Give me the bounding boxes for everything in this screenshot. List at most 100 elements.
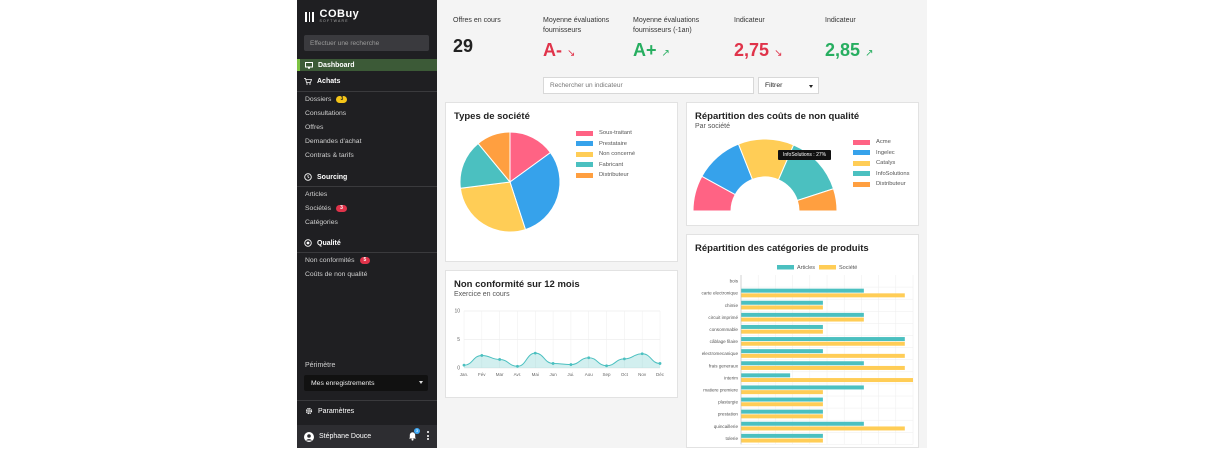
compass-icon [304, 173, 312, 181]
doughnut-segment-distributeur[interactable] [796, 188, 838, 212]
data-point-jan[interactable] [462, 363, 466, 367]
legend-item-articles[interactable]: Articles [777, 265, 815, 271]
indicator-search-input[interactable] [543, 77, 754, 94]
pie-slice-fabricant[interactable] [459, 142, 511, 189]
bar-societe-plasturgie[interactable] [741, 402, 823, 407]
bar-articles-consommable[interactable] [741, 324, 823, 329]
divider [297, 252, 437, 253]
pie-slice-distributeur[interactable] [477, 131, 511, 184]
data-point-sep[interactable] [605, 364, 608, 368]
sidebar-section-sourcing[interactable]: Sourcing [304, 173, 347, 181]
more-icon[interactable] [427, 431, 429, 440]
kpi-indicateur-1: Indicateur 2,75 ↘ [734, 16, 814, 60]
user-name[interactable]: Stéphane Douce [319, 433, 372, 440]
data-point-jui[interactable] [569, 363, 573, 366]
legend-item-catalys[interactable]: Catalys [853, 158, 910, 169]
app-logo[interactable]: COBuy SOFTWARE [305, 9, 359, 24]
bar-societe-chimie[interactable] [741, 305, 823, 310]
bar-societe-circuit-imprime[interactable] [741, 317, 864, 322]
data-point-fev[interactable] [480, 354, 484, 357]
legend-item-sous-traitant[interactable]: Sous-traitant [576, 128, 635, 139]
bar-societe-cablage-filaire[interactable] [741, 341, 905, 346]
item-label: Coûts de non qualité [305, 271, 368, 278]
data-point-aou[interactable] [587, 356, 591, 360]
sidebar-item-categories[interactable]: Catégories [305, 219, 338, 226]
sidebar-item-contrats[interactable]: Contrats & tarifs [305, 152, 354, 159]
item-label: Consultations [305, 110, 347, 117]
menu-icon[interactable] [305, 11, 314, 22]
legend-item-non-concerne[interactable]: Non concerné [576, 149, 635, 160]
settings-button[interactable]: Paramètres [305, 407, 354, 415]
bar-articles-carte-electronique[interactable] [741, 288, 864, 293]
bar-articles-matiere-premiere[interactable] [741, 385, 864, 390]
sidebar-item-offres[interactable]: Offres [305, 124, 323, 131]
item-label: Non conformités [305, 257, 355, 264]
legend-swatch [819, 265, 836, 270]
sidebar-item-dashboard[interactable]: Dashboard [297, 59, 437, 71]
legend-item-fabricant[interactable]: Fabricant [576, 160, 635, 171]
y-tick-label: 5 [457, 337, 460, 343]
sidebar-item-demandes[interactable]: Demandes d'achat [305, 138, 361, 145]
bar-articles-electromecanique[interactable] [741, 349, 823, 354]
bar-articles-chimie[interactable] [741, 300, 823, 305]
bell-icon[interactable] [408, 431, 417, 441]
sidebar-item-non-conformites[interactable]: Non conformités 5 [305, 257, 371, 264]
data-point-oct[interactable] [622, 357, 626, 361]
avatar[interactable] [304, 431, 314, 442]
sidebar-item-dossiers[interactable]: Dossiers 3 [305, 96, 348, 103]
trend-down-icon: ↘ [567, 48, 576, 59]
sidebar-search-input[interactable] [304, 35, 429, 51]
bar-societe-prestation[interactable] [741, 414, 823, 419]
legend-item-distributeur[interactable]: Distributeur [576, 170, 635, 181]
couts-doughnut-chart[interactable] [691, 133, 841, 213]
legend-item-distributeur[interactable]: Distributeur [853, 179, 910, 190]
perimetre-select[interactable]: Mes enregistrements [304, 375, 428, 391]
legend-item-prestataire[interactable]: Prestataire [576, 139, 635, 150]
kpi-moyenne-eval-1an: Moyenne évaluations fournisseurs (-1an) … [633, 16, 723, 60]
bar-articles-cablage-filaire[interactable] [741, 337, 905, 342]
bar-articles-plasturgie[interactable] [741, 397, 823, 402]
legend-item-ingelec[interactable]: Ingelec [853, 148, 910, 159]
sidebar-item-consultations[interactable]: Consultations [305, 110, 346, 117]
sidebar-item-societes[interactable]: Sociétés 3 [305, 205, 347, 212]
data-point-avr[interactable] [516, 364, 519, 368]
x-tick-label: Oct [621, 372, 629, 377]
data-point-dec[interactable] [658, 362, 662, 365]
sidebar-section-qualite[interactable]: Qualité [304, 239, 341, 247]
sidebar-item-articles[interactable]: Articles [305, 191, 327, 198]
bar-societe-carte-electronique[interactable] [741, 293, 905, 298]
legend-item-acme[interactable]: Acme [853, 137, 910, 148]
bar-societe-frais-generaux[interactable] [741, 365, 905, 370]
pie-slice-prestataire[interactable] [509, 151, 561, 231]
legend-swatch [576, 151, 593, 157]
legend-swatch [853, 160, 870, 166]
bar-articles-quincaillerie[interactable] [741, 421, 864, 426]
bar-articles-interim[interactable] [741, 373, 791, 378]
bar-societe-electromecanique[interactable] [741, 353, 905, 358]
bar-articles-frais-generaux[interactable] [741, 361, 864, 366]
bar-societe-tolerie[interactable] [741, 438, 823, 443]
item-label: Sociétés [305, 205, 332, 212]
bar-societe-consommable[interactable] [741, 329, 823, 334]
sidebar-item-label: Dashboard [318, 61, 355, 69]
pie-slice-non-concerne[interactable] [459, 181, 527, 233]
x-tick-label: Nov [638, 372, 647, 377]
bar-articles-circuit-imprime[interactable] [741, 312, 864, 317]
data-point-mar[interactable] [498, 358, 502, 361]
x-tick-label: Fév [478, 372, 486, 377]
data-point-mai[interactable] [533, 351, 537, 355]
bar-societe-interim[interactable] [741, 378, 913, 383]
bar-societe-quincaillerie[interactable] [741, 426, 905, 431]
legend-item-societe[interactable]: Société [819, 265, 857, 271]
filter-label: Filtrer [765, 82, 783, 89]
bar-articles-prestation[interactable] [741, 409, 823, 414]
sidebar-section-achats[interactable]: Achats [304, 78, 340, 85]
legend-item-infosolutions[interactable]: InfoSolutions [853, 169, 910, 180]
data-point-nov[interactable] [640, 352, 644, 356]
bar-societe-matiere-premiere[interactable] [741, 390, 823, 395]
legend-label: Non concerné [599, 151, 636, 158]
bar-articles-tolerie[interactable] [741, 433, 823, 438]
data-point-jun[interactable] [551, 362, 555, 365]
sidebar-item-couts[interactable]: Coûts de non qualité [305, 271, 367, 278]
filter-select[interactable]: Filtrer [758, 77, 819, 94]
